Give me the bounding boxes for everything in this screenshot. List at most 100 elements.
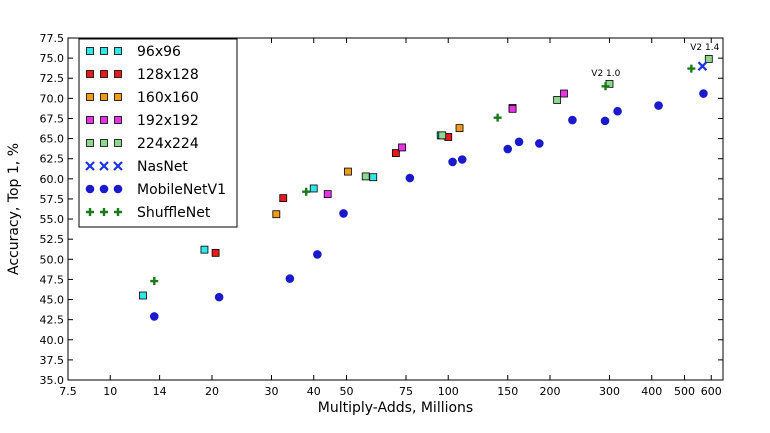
legend-marker [114, 139, 122, 147]
data-point [613, 106, 622, 116]
data-point [150, 277, 159, 286]
data-point [503, 144, 513, 154]
x-tick-label: 75 [399, 385, 413, 398]
y-tick-label: 65.0 [40, 133, 65, 146]
data-point [697, 61, 708, 71]
y-tick-label: 62.5 [40, 153, 65, 166]
legend-marker [114, 208, 122, 216]
legend-label: NasNet [137, 159, 188, 175]
legend-marker [86, 116, 94, 124]
annotation-label: V2 1.4 [690, 43, 719, 53]
data-point [214, 292, 224, 302]
x-tick-label: 30 [264, 385, 278, 398]
data-point [309, 184, 318, 193]
x-tick-label: 20 [205, 385, 219, 398]
data-point [391, 149, 400, 157]
legend-marker [85, 161, 95, 171]
y-tick-label: 70.0 [40, 92, 65, 105]
legend-label: 192x192 [137, 113, 199, 129]
legend-marker [113, 184, 123, 194]
legend-marker [114, 47, 122, 55]
legend: 96x96 128x128 160x160 192x192 224x224 NasNet M… [78, 38, 238, 228]
legend-marker [99, 184, 109, 194]
x-axis-title: Multiply-Adds, Millions [318, 400, 473, 416]
data-point [302, 187, 311, 196]
x-tick-label: 150 [497, 385, 518, 398]
x-tick-label: 200 [539, 385, 560, 398]
data-point [514, 137, 524, 147]
legend-marker [114, 70, 122, 78]
data-point [508, 104, 517, 113]
annotation-label: V2 1.0 [591, 69, 620, 79]
data-point [339, 209, 348, 218]
data-point [704, 55, 713, 63]
x-tick-label: 14 [153, 385, 167, 398]
data-point [323, 190, 332, 199]
y-tick-label: 72.5 [40, 72, 65, 85]
data-point [369, 173, 378, 182]
legend-marker [86, 139, 94, 147]
data-point [313, 250, 322, 259]
legend-marker [100, 139, 108, 147]
data-point [149, 312, 159, 321]
data-point [405, 173, 415, 183]
x-tick-label: 50 [339, 385, 353, 398]
data-point [344, 167, 352, 176]
legend-label: 128x128 [137, 67, 199, 83]
data-marks [139, 55, 713, 321]
y-tick-label: 35.0 [40, 374, 65, 387]
legend-marker [114, 116, 122, 124]
y-tick-label: 60.0 [40, 173, 65, 186]
legend-marker [113, 161, 123, 171]
legend-marker [100, 93, 108, 101]
legend-box [78, 38, 238, 228]
legend-marker [86, 208, 94, 216]
legend-marker [86, 70, 94, 78]
data-point [200, 245, 209, 254]
data-point [272, 210, 281, 219]
data-point [211, 248, 220, 257]
data-point [285, 274, 295, 283]
data-point [568, 115, 577, 125]
legend-marker [100, 208, 108, 216]
y-tick-label: 45.0 [40, 294, 65, 307]
y-tick-label: 42.5 [40, 314, 65, 327]
data-point [139, 291, 147, 300]
y-tick-label: 47.5 [40, 273, 65, 286]
legend-label: ShuffleNet [137, 205, 211, 221]
data-point [687, 64, 696, 73]
legend-label: 224x224 [137, 136, 199, 152]
data-point [279, 194, 288, 203]
legend-marker [86, 93, 94, 101]
legend-marker [114, 93, 122, 101]
data-point [493, 113, 502, 122]
data-point [438, 131, 447, 140]
y-tick-label: 57.5 [40, 193, 65, 206]
x-tick-label: 600 [701, 385, 722, 398]
y-axis-title: Accuracy, Top 1, % [6, 143, 22, 275]
y-tick-label: 40.0 [40, 334, 65, 347]
y-tick-label: 55.0 [40, 213, 65, 226]
legend-label: MobileNetV1 [137, 182, 226, 198]
y-tick-label: 67.5 [40, 112, 65, 125]
legend-marker [99, 161, 109, 171]
x-tick-label: 500 [674, 385, 695, 398]
legend-marker [100, 116, 108, 124]
data-point [560, 89, 568, 98]
legend-marker [100, 47, 108, 55]
legend-marker [100, 70, 108, 78]
y-tick-label: 77.5 [40, 32, 65, 45]
x-tick-label: 40 [307, 385, 321, 398]
data-point [553, 96, 562, 104]
data-point [398, 143, 406, 152]
data-point [457, 155, 467, 164]
data-point [601, 82, 610, 91]
x-tick-label: 10 [103, 385, 117, 398]
y-tick-label: 37.5 [40, 354, 65, 367]
axis-ticks: 7.5 10 14 20 30 40 50 75 100 150 200 300 400 500 600 35… [40, 32, 723, 398]
data-point [361, 172, 370, 181]
y-tick-label: 75.0 [40, 52, 65, 65]
y-tick-label: 50.0 [40, 253, 65, 266]
x-tick-label: 100 [438, 385, 459, 398]
